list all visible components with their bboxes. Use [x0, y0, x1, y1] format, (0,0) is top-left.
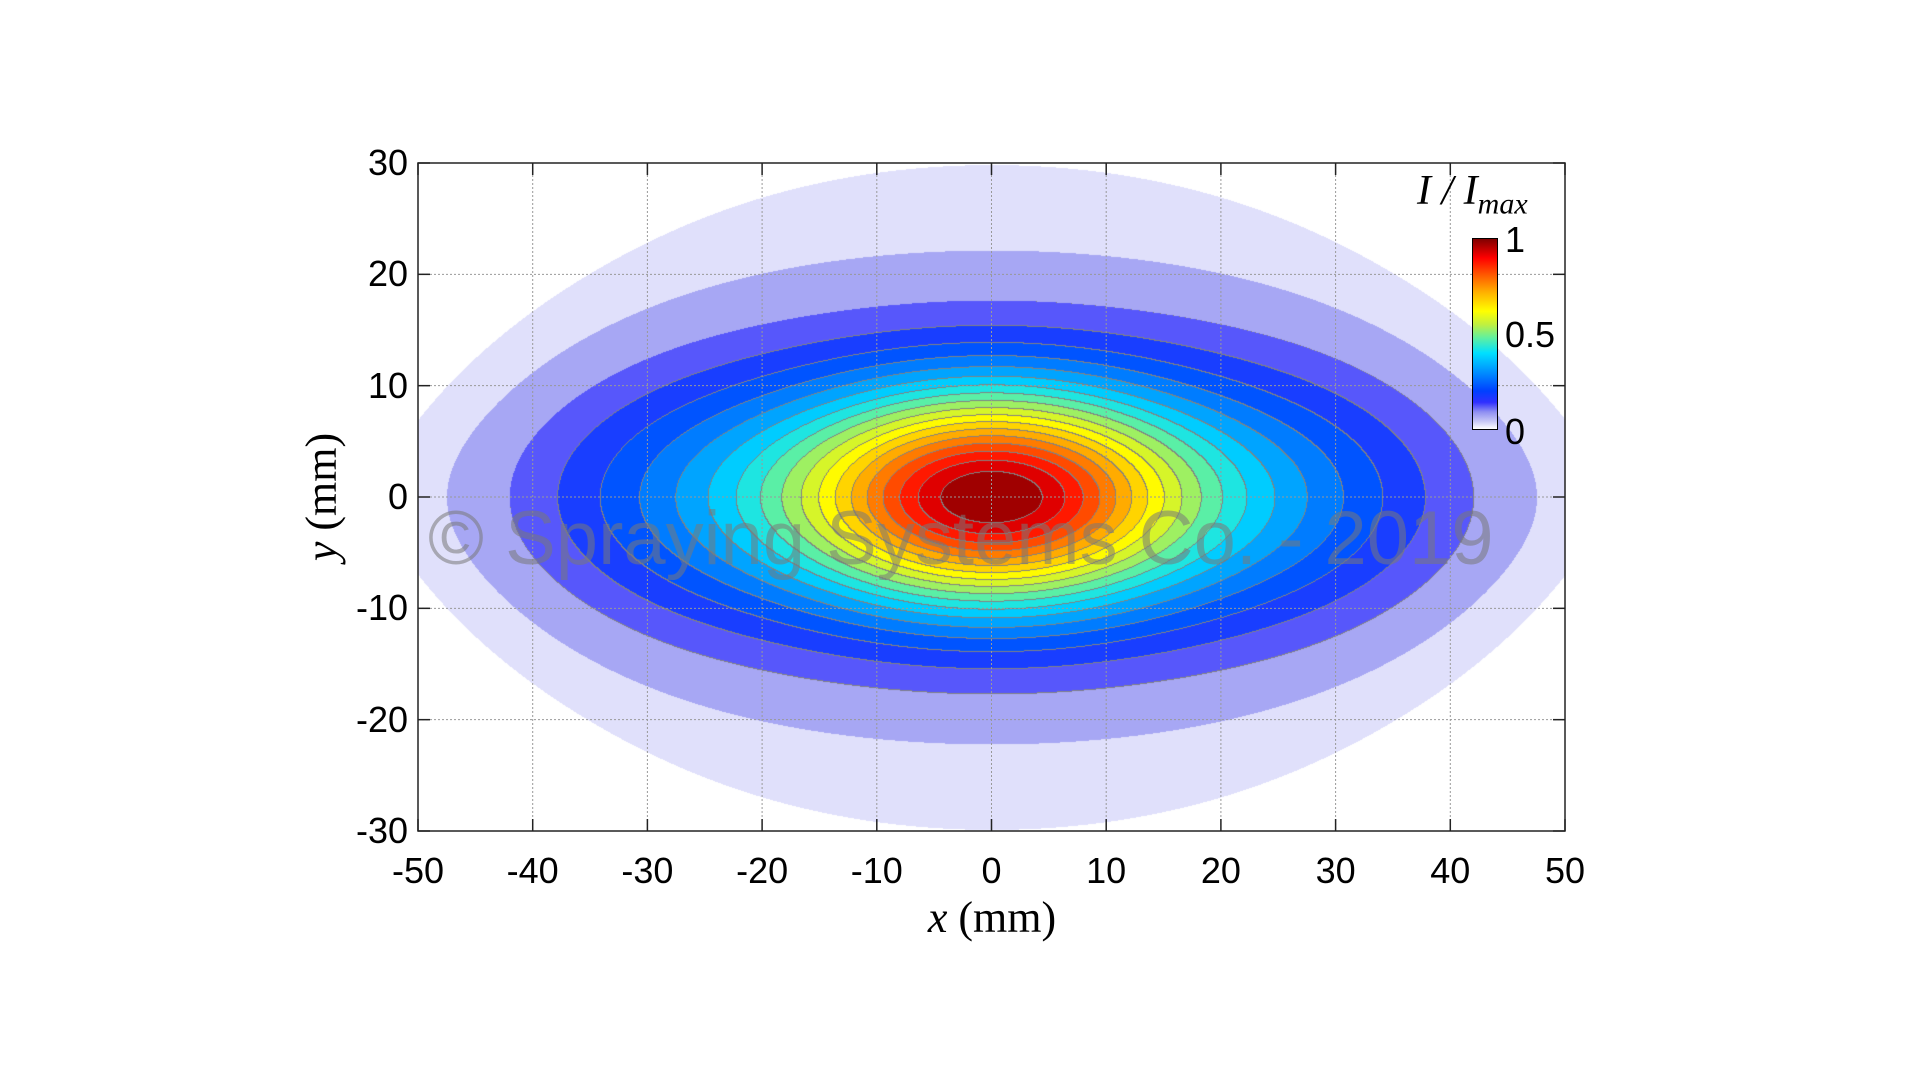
y-tick-label: 0 — [387, 476, 408, 517]
colorbar-title: I / Imax — [1417, 168, 1528, 221]
x-axis-label: x (mm) — [927, 893, 1057, 942]
x-tick-label: -20 — [736, 850, 789, 891]
colorbar-tick-1: 1 — [1505, 219, 1526, 260]
x-tick-label: 0 — [981, 850, 1002, 891]
x-tick-label: 40 — [1430, 850, 1471, 891]
y-tick-label: 30 — [367, 142, 408, 183]
colorbar-tick-0.5: 0.5 — [1505, 314, 1556, 355]
x-tick-label: -40 — [506, 850, 559, 891]
y-tick-label: 20 — [367, 253, 408, 295]
x-tick-label: 10 — [1086, 850, 1127, 891]
axes-frame — [417, 162, 1566, 832]
x-tick-label: 30 — [1315, 850, 1356, 891]
y-tick-label: -20 — [355, 698, 408, 740]
x-tick-label: 20 — [1200, 850, 1241, 891]
axes-box — [417, 162, 1566, 832]
y-tick-label: 10 — [367, 364, 408, 406]
x-tick-label: -30 — [621, 850, 674, 891]
x-tick-label: 50 — [1544, 850, 1586, 891]
x-tick-label: -10 — [850, 850, 903, 891]
colorbar-tick-0: 0 — [1505, 411, 1526, 452]
y-axis-label: y (mm) — [297, 432, 346, 562]
y-tick-label: -30 — [355, 810, 408, 851]
plot-area — [417, 162, 1566, 832]
y-tick-label: -10 — [355, 587, 408, 629]
x-tick-label: -50 — [391, 850, 445, 891]
colorbar — [1472, 238, 1498, 430]
